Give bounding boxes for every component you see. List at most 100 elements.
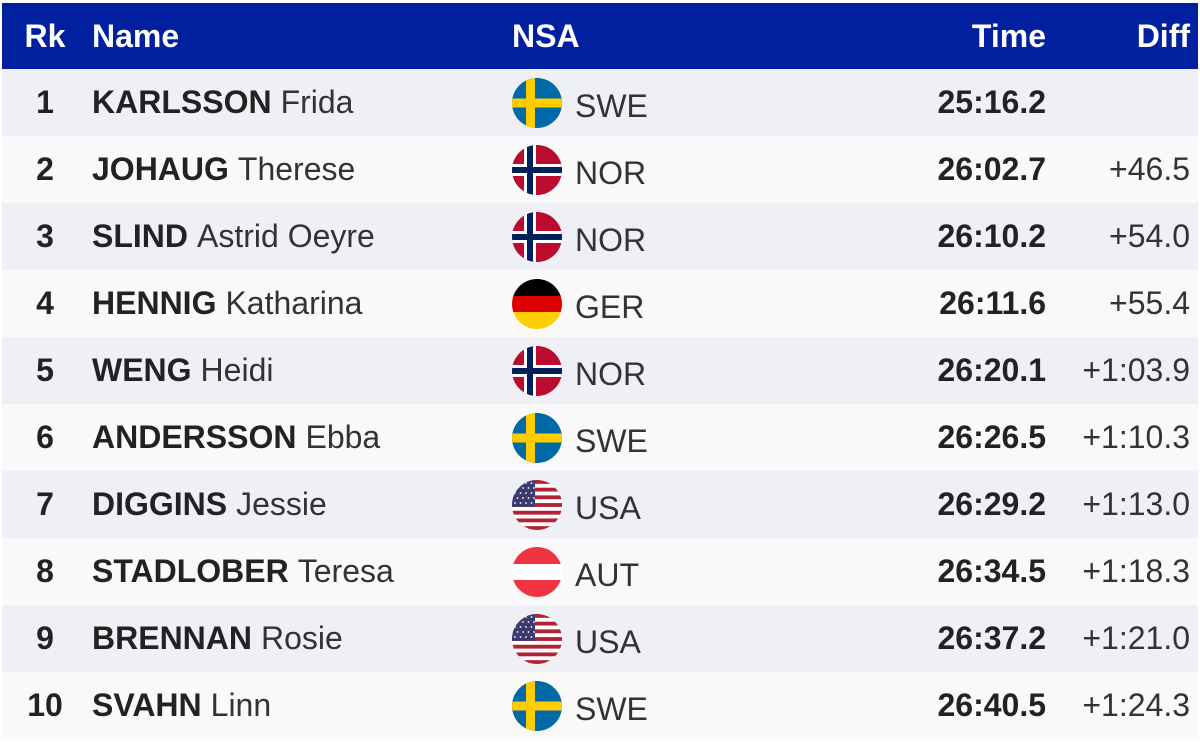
diff-cell: +54.0 xyxy=(1109,218,1190,254)
usa-flag-icon xyxy=(512,613,562,664)
header-time[interactable]: Time xyxy=(971,17,1046,54)
table-row[interactable]: 5 WENG Heidi NOR 26:20.1 +1:03.9 xyxy=(2,337,1198,404)
table-row[interactable]: 3 SLIND Astrid Oeyre NOR 26:10.2 +54.0 xyxy=(2,203,1198,270)
header-rank[interactable]: Rk xyxy=(24,17,66,54)
rank-cell: 4 xyxy=(36,285,54,321)
header-diff[interactable]: Diff xyxy=(1136,17,1190,54)
athlete-surname: SLIND xyxy=(92,218,188,254)
table-row[interactable]: 1 KARLSSON Frida SWE 25:16.2 xyxy=(2,69,1198,136)
header-nsa[interactable]: NSA xyxy=(512,17,580,54)
diff-cell xyxy=(1040,69,1190,136)
nsa-code: USA xyxy=(575,624,641,660)
athlete-surname: SVAHN xyxy=(92,687,202,723)
nsa-cell: NOR xyxy=(512,203,772,270)
table-row[interactable]: 2 JOHAUG Therese NOR 26:02.7 +46.5 xyxy=(2,136,1198,203)
swe-flag-icon xyxy=(512,77,562,128)
nsa-code: USA xyxy=(575,490,641,526)
nor-flag-icon xyxy=(512,345,562,396)
nor-flag-icon xyxy=(512,211,562,262)
athlete-given-name: Astrid Oeyre xyxy=(197,218,375,254)
athlete-given-name: Heidi xyxy=(200,352,274,388)
athlete-given-name: Frida xyxy=(280,84,354,120)
athlete-surname: ANDERSSON xyxy=(92,419,297,455)
nsa-cell: GER xyxy=(512,270,772,337)
athlete-name[interactable]: SLIND Astrid Oeyre xyxy=(92,203,502,270)
rank-cell: 6 xyxy=(36,419,54,455)
swe-flag-icon xyxy=(512,412,562,463)
athlete-surname: DIGGINS xyxy=(92,486,228,522)
diff-cell: +1:18.3 xyxy=(1082,553,1190,589)
rank-cell: 8 xyxy=(36,553,54,589)
nsa-code: SWE xyxy=(575,423,648,459)
nsa-code: SWE xyxy=(575,691,648,727)
nor-flag-icon xyxy=(512,144,562,195)
nsa-cell: AUT xyxy=(512,538,772,605)
time-cell: 26:34.5 xyxy=(937,553,1046,589)
athlete-surname: STADLOBER xyxy=(92,553,289,589)
time-cell: 26:10.2 xyxy=(937,218,1046,254)
time-cell: 26:02.7 xyxy=(937,151,1046,187)
table-body: 1 KARLSSON Frida SWE 25:16.2 2 JOHAUG Therese NO… xyxy=(2,69,1198,739)
athlete-name[interactable]: STADLOBER Teresa xyxy=(92,538,502,605)
table-row[interactable]: 8 STADLOBER Teresa AUT 26:34.5 +1:18.3 xyxy=(2,538,1198,605)
table-header: Rk Name NSA Time Diff xyxy=(2,3,1198,69)
nsa-cell: NOR xyxy=(512,337,772,404)
rank-cell: 7 xyxy=(36,486,54,522)
athlete-given-name: Rosie xyxy=(261,620,343,656)
rank-cell: 9 xyxy=(36,620,54,656)
rank-cell: 10 xyxy=(27,687,63,723)
athlete-name[interactable]: KARLSSON Frida xyxy=(92,69,502,136)
diff-cell: +46.5 xyxy=(1109,151,1190,187)
nsa-cell: SWE xyxy=(512,672,772,739)
athlete-given-name: Jessie xyxy=(236,486,327,522)
athlete-surname: HENNIG xyxy=(92,285,217,321)
athlete-given-name: Teresa xyxy=(297,553,394,589)
nsa-cell: SWE xyxy=(512,404,772,471)
athlete-name[interactable]: HENNIG Katharina xyxy=(92,270,502,337)
athlete-surname: WENG xyxy=(92,352,192,388)
athlete-name[interactable]: JOHAUG Therese xyxy=(92,136,502,203)
time-cell: 26:29.2 xyxy=(937,486,1046,522)
time-cell: 26:37.2 xyxy=(937,620,1046,656)
table-row[interactable]: 9 BRENNAN Rosie USA 26:37.2 +1:21.0 xyxy=(2,605,1198,672)
nsa-cell: NOR xyxy=(512,136,772,203)
time-cell: 26:11.6 xyxy=(939,285,1046,321)
athlete-name[interactable]: ANDERSSON Ebba xyxy=(92,404,502,471)
time-cell: 26:20.1 xyxy=(937,352,1046,388)
table-row[interactable]: 10 SVAHN Linn SWE 26:40.5 +1:24.3 xyxy=(2,672,1198,739)
athlete-given-name: Katharina xyxy=(225,285,363,321)
swe-flag-icon xyxy=(512,680,562,731)
nsa-cell: SWE xyxy=(512,69,772,136)
header-name[interactable]: Name xyxy=(92,17,180,54)
time-cell: 26:40.5 xyxy=(937,687,1046,723)
rank-cell: 2 xyxy=(36,151,54,187)
nsa-code: AUT xyxy=(575,557,639,593)
table-row[interactable]: 7 DIGGINS Jessie USA 26:29.2 +1:13.0 xyxy=(2,471,1198,538)
time-cell: 26:26.5 xyxy=(937,419,1046,455)
athlete-given-name: Therese xyxy=(237,151,356,187)
time-cell: 25:16.2 xyxy=(937,84,1046,120)
athlete-name[interactable]: DIGGINS Jessie xyxy=(92,471,502,538)
ger-flag-icon xyxy=(512,278,562,329)
diff-cell: +1:03.9 xyxy=(1082,352,1190,388)
athlete-name[interactable]: SVAHN Linn xyxy=(92,672,502,739)
athlete-surname: BRENNAN xyxy=(92,620,252,656)
table-row[interactable]: 6 ANDERSSON Ebba SWE 26:26.5 +1:10.3 xyxy=(2,404,1198,471)
rank-cell: 5 xyxy=(36,352,54,388)
athlete-given-name: Linn xyxy=(210,687,272,723)
table-row[interactable]: 4 HENNIG Katharina GER 26:11.6 +55.4 xyxy=(2,270,1198,337)
rank-cell: 3 xyxy=(36,218,54,254)
usa-flag-icon xyxy=(512,479,562,530)
diff-cell: +55.4 xyxy=(1109,285,1190,321)
diff-cell: +1:10.3 xyxy=(1082,419,1190,455)
nsa-cell: USA xyxy=(512,471,772,538)
athlete-name[interactable]: WENG Heidi xyxy=(92,337,502,404)
athlete-name[interactable]: BRENNAN Rosie xyxy=(92,605,502,672)
nsa-code: SWE xyxy=(575,88,648,124)
athlete-given-name: Ebba xyxy=(305,419,381,455)
diff-cell: +1:21.0 xyxy=(1082,620,1190,656)
nsa-code: GER xyxy=(575,289,645,325)
diff-cell: +1:24.3 xyxy=(1082,687,1190,723)
athlete-surname: KARLSSON xyxy=(92,84,272,120)
nsa-cell: USA xyxy=(512,605,772,672)
